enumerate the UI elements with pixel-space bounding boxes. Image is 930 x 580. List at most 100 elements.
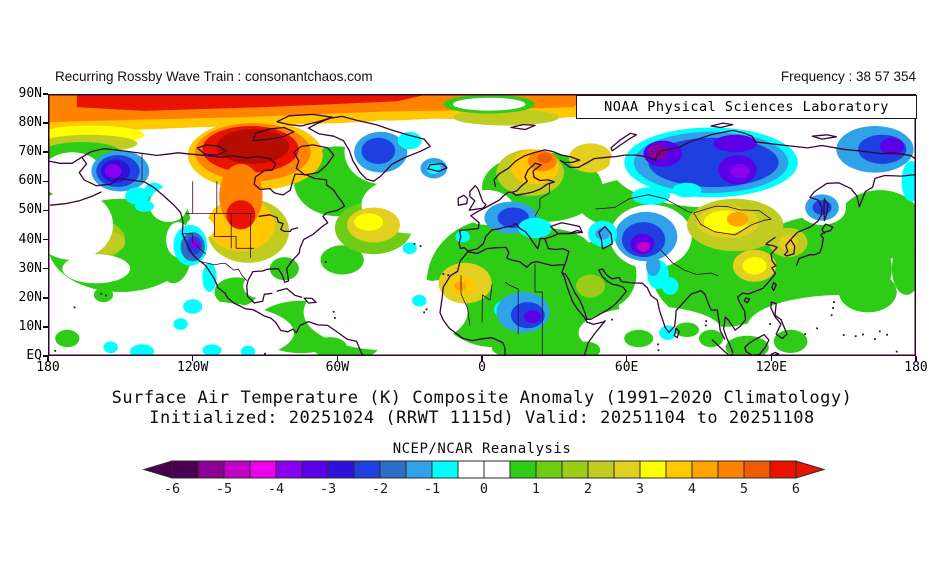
anomaly-region [901, 160, 916, 202]
lat-tick-label: 50N [18, 202, 42, 218]
anomaly-region [361, 137, 396, 164]
colorbar-tick-label: 2 [584, 481, 592, 497]
colorbar-cell [405, 460, 433, 479]
anomaly-region [243, 274, 273, 298]
anomaly-region [454, 281, 467, 291]
anomaly-region [648, 144, 668, 160]
colorbar-cell [171, 460, 199, 479]
colorbar-cell [769, 460, 797, 479]
colorbar-cell [431, 460, 459, 479]
anomaly-region [631, 187, 671, 205]
map-frame [48, 94, 916, 356]
colorbar-tick-label: -4 [268, 481, 284, 497]
lon-tick-mark [625, 356, 628, 361]
anomaly-region [240, 345, 256, 356]
lat-tick-label: 30N [18, 260, 42, 276]
lon-tick-label: 60W [325, 360, 350, 375]
lat-tick-mark [43, 267, 48, 270]
anomaly-region [129, 344, 155, 356]
lon-tick-label: 180 [36, 360, 60, 375]
colorbar-tick-label: -2 [372, 481, 388, 497]
colorbar-tick-label: 5 [740, 481, 748, 497]
lat-tick-mark [43, 297, 48, 299]
lat-tick-label: 60N [18, 173, 42, 189]
colorbar-cell [509, 460, 537, 479]
lat-tick-label: 90N [18, 86, 42, 101]
dataset-label: NCEP/NCAR Reanalysis [392, 441, 572, 457]
colorbar-tick-label: 6 [792, 481, 800, 497]
colorbar-tick-label: -3 [320, 481, 336, 497]
anomaly-region [838, 271, 897, 313]
lon-tick-label: 60E [614, 360, 639, 375]
lat-tick-mark [43, 180, 48, 183]
colorbar-cell [587, 460, 615, 479]
anomaly-region [713, 134, 757, 153]
lon-tick-mark [47, 356, 49, 361]
anomaly-region [62, 254, 130, 284]
anomaly-region [103, 341, 118, 354]
anomaly-region [661, 277, 679, 295]
colorbar-cell [379, 460, 407, 479]
anomaly-region [699, 329, 724, 348]
lat-tick-label: 40N [18, 231, 42, 247]
colorbar-left-arrow [142, 460, 173, 479]
lon-tick-mark [336, 356, 339, 361]
anomaly-region [354, 213, 384, 231]
anomaly-region [537, 152, 552, 164]
lat-tick-mark [43, 93, 48, 95]
lat-tick-label: 20N [18, 289, 42, 305]
anomaly-region [202, 344, 222, 356]
anomaly-region [672, 182, 702, 198]
anomaly-map [48, 94, 916, 356]
anomaly-region [149, 187, 188, 223]
lon-tick-label: 120E [755, 360, 787, 375]
colorbar-right-arrow [795, 460, 826, 479]
anomaly-region [455, 230, 470, 243]
lat-tick-mark [43, 122, 48, 124]
plot-subtitle: Initialized: 20251024 (RRWT 1115d) Valid… [149, 408, 815, 428]
anomaly-region [491, 334, 569, 356]
anomaly-region [576, 274, 605, 298]
anomaly-region [595, 227, 610, 240]
country-borders-layer [141, 153, 772, 355]
anomaly-region [518, 217, 552, 239]
lon-tick-mark [191, 356, 194, 361]
colorbar-cell [743, 460, 771, 479]
colorbar-cell [457, 460, 485, 479]
anomaly-region [578, 306, 724, 356]
anomaly-region [571, 341, 601, 356]
anomaly-region [125, 187, 150, 205]
anomaly-region [726, 211, 749, 227]
lat-tick-mark [43, 355, 48, 357]
anomaly-region [624, 329, 654, 348]
colorbar-tick-label: -5 [216, 481, 232, 497]
frequency-label: Frequency : 38 57 354 [780, 69, 916, 84]
anomaly-region [93, 287, 114, 303]
lon-tick-mark [770, 356, 773, 361]
anomaly-region [402, 242, 417, 255]
lon-tick-label: 0 [478, 360, 486, 375]
lat-tick-label: 80N [18, 115, 42, 131]
anomaly-region [313, 337, 347, 356]
anomaly-region [568, 143, 613, 173]
anomaly-region [646, 255, 661, 276]
island-dots-layer [54, 243, 898, 355]
lat-tick-mark [43, 326, 48, 328]
colorbar-cell [561, 460, 589, 479]
lat-tick-label: EQ [26, 347, 42, 363]
anomaly-region [836, 190, 916, 260]
anomaly-region [397, 131, 422, 150]
anomaly-region [412, 294, 427, 307]
lon-tick-mark [915, 356, 917, 361]
anomaly-region [879, 137, 905, 156]
anomaly-region [524, 310, 541, 324]
anomaly-region [134, 200, 154, 212]
colorbar-cell [249, 460, 277, 479]
anomaly-region [91, 300, 294, 356]
anomaly-region [742, 257, 767, 275]
anomaly-region [269, 257, 299, 281]
colorbar-cell [613, 460, 641, 479]
colorbar-tick-label: -6 [164, 481, 180, 497]
colorbar-tick-label: 0 [480, 481, 488, 497]
